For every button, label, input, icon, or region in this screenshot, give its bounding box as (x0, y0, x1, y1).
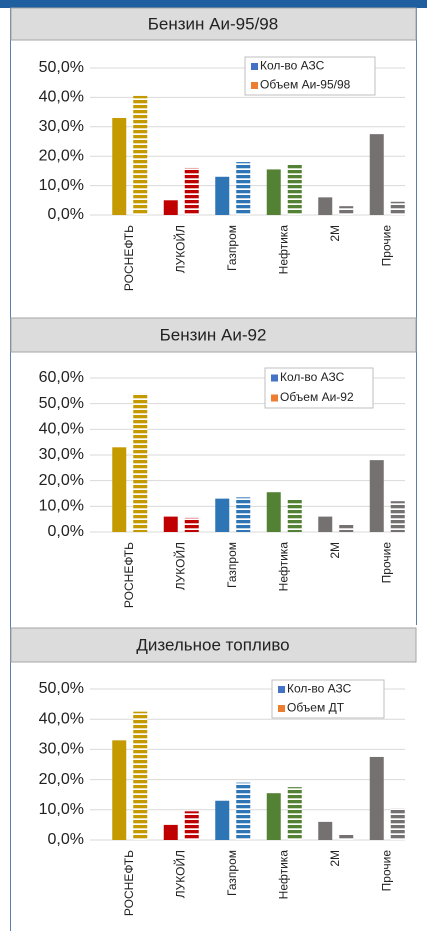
bar (236, 162, 251, 215)
y-tick-label: 0,0% (48, 206, 84, 223)
bar (390, 501, 405, 532)
x-tick-label: Газпром (225, 850, 239, 896)
legend-swatch (271, 374, 278, 382)
bar (163, 516, 178, 532)
legend-box (264, 367, 374, 409)
x-tick-label: Прочие (379, 850, 393, 892)
bar (133, 95, 148, 215)
legend: Кол-во АЗС Объем Аи-92 (264, 367, 374, 409)
y-tick-label: 50,0% (39, 59, 84, 76)
x-tick-label: 2М (328, 225, 342, 242)
panel-header (10, 7, 417, 41)
legend-label: Объем Аи-95/98 (260, 78, 351, 92)
x-tick-label: Нефтика (276, 850, 290, 900)
x-tick-label: РОСНЕФТЬ (122, 225, 136, 291)
legend: Кол-во АЗС Объем Аи-95/98 (244, 56, 376, 96)
bar (112, 117, 127, 215)
bar (266, 492, 281, 532)
x-tick-label: 2М (328, 542, 342, 559)
y-tick-label: 20,0% (39, 147, 84, 164)
bar (390, 201, 405, 215)
bar (287, 787, 302, 840)
bar (112, 740, 127, 840)
chart-title: Бензин Аи-95/98 (148, 14, 278, 33)
x-tick-label: РОСНЕФТЬ (122, 542, 136, 608)
legend-swatch (251, 82, 258, 89)
x-tick-label: Газпром (225, 542, 239, 588)
y-tick-label: 50,0% (39, 680, 84, 697)
legend-label: Объем ДТ (287, 701, 345, 715)
bar (133, 393, 148, 532)
legend-label: Кол-во АЗС (260, 59, 325, 73)
chart-title: Бензин Аи-92 (160, 325, 267, 344)
bar (133, 711, 148, 840)
y-tick-label: 20,0% (39, 472, 84, 489)
bar (390, 808, 405, 840)
bar (184, 167, 199, 215)
legend-label: Кол-во АЗС (287, 682, 352, 696)
y-tick-label: 0,0% (48, 523, 84, 540)
legend-swatch (278, 705, 285, 712)
y-tick-label: 30,0% (39, 446, 84, 463)
x-tick-label: Прочие (379, 225, 393, 267)
y-tick-label: 60,0% (39, 369, 84, 386)
x-tick-label: Нефтика (276, 542, 290, 592)
bar (266, 169, 281, 215)
x-tick-label: ЛУКОЙЛ (172, 225, 187, 273)
y-tick-label: 10,0% (39, 801, 84, 818)
bar (369, 756, 384, 840)
legend-swatch (251, 63, 258, 70)
legend-box (244, 56, 376, 96)
bar (369, 460, 384, 532)
bar (287, 163, 302, 215)
y-tick-label: 30,0% (39, 118, 84, 135)
bar (318, 821, 333, 840)
y-tick-label: 50,0% (39, 395, 84, 412)
y-tick-label: 30,0% (39, 741, 84, 758)
legend-box (271, 679, 385, 719)
x-tick-label: 2М (328, 850, 342, 867)
bar (163, 200, 178, 215)
y-tick-label: 40,0% (39, 421, 84, 438)
legend-label: Объем Аи-92 (280, 390, 354, 404)
bar (184, 811, 199, 840)
x-tick-label: Газпром (225, 225, 239, 271)
y-tick-label: 40,0% (39, 710, 84, 727)
bar (215, 800, 230, 840)
bar (236, 497, 251, 532)
top-strip (0, 0, 427, 8)
legend-label: Кол-во АЗС (280, 370, 345, 384)
y-tick-label: 10,0% (39, 498, 84, 515)
bar (318, 197, 333, 215)
x-tick-label: РОСНЕФТЬ (122, 850, 136, 916)
bar (339, 524, 354, 532)
x-tick-label: Прочие (379, 542, 393, 584)
x-tick-label: ЛУКОЙЛ (172, 542, 187, 590)
legend: Кол-во АЗС Объем ДТ (271, 679, 385, 719)
bar (215, 498, 230, 532)
y-tick-label: 20,0% (39, 771, 84, 788)
bar (287, 498, 302, 532)
legend-swatch (271, 394, 278, 402)
y-tick-label: 0,0% (48, 831, 84, 848)
chart-title: Дизельное топливо (136, 635, 289, 654)
y-tick-label: 10,0% (39, 177, 84, 194)
x-tick-label: ЛУКОЙЛ (172, 850, 187, 898)
bar (318, 516, 333, 532)
legend-swatch (278, 686, 285, 693)
bar (266, 793, 281, 840)
y-tick-label: 40,0% (39, 89, 84, 106)
x-tick-label: Нефтика (276, 225, 290, 275)
bar (236, 782, 251, 840)
bar (112, 447, 127, 532)
bar (339, 206, 354, 215)
bar (339, 833, 354, 840)
panel-header (10, 317, 417, 353)
bar (215, 176, 230, 215)
bar (163, 824, 178, 840)
bar (184, 517, 199, 532)
bar (369, 134, 384, 215)
panel-header (10, 627, 417, 663)
